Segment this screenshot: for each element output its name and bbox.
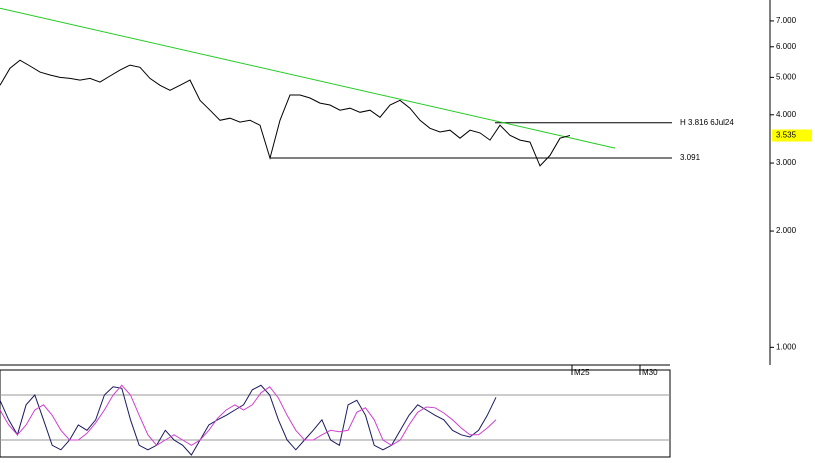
trendline [0, 7, 616, 149]
x-tick-label: M25 [574, 368, 590, 377]
last-price-box [772, 129, 812, 142]
series-line [0, 384, 497, 456]
series-line [0, 59, 571, 167]
price-panel: 1.000 2.000 3.000 4.000 5.000 6.000 7.000 M25 M3… [0, 0, 812, 377]
oscillator-panel [0, 369, 671, 458]
y-tick-label: 2.000 [776, 226, 797, 235]
y-tick-label: 7.000 [776, 16, 797, 25]
y-tick-label: 4.000 [776, 110, 797, 119]
panel-frame [0, 369, 671, 458]
y-tick-label: 1.000 [776, 342, 797, 351]
y-tick-label: 5.000 [776, 72, 797, 81]
y-tick-label: 6.000 [776, 42, 797, 51]
last-price-label: 3.535 [776, 131, 797, 140]
y-tick-label: 3.000 [776, 158, 797, 167]
level-label: H 3.816 6Jul24 [680, 118, 734, 127]
x-tick-label: M30 [642, 368, 658, 377]
series-line [0, 384, 497, 446]
level-label: 3.091 [680, 153, 701, 162]
